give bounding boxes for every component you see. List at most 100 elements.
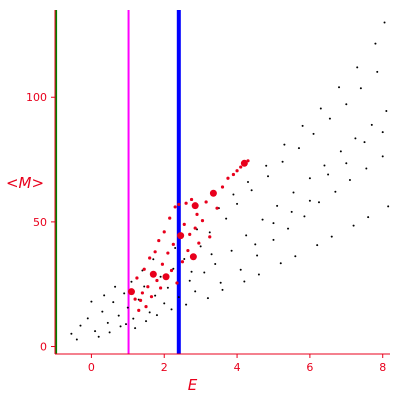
data-point [160, 262, 165, 266]
data-point [316, 244, 319, 247]
series-layer [70, 21, 390, 341]
data-point [303, 215, 306, 218]
data-point [149, 295, 154, 299]
data-point [97, 335, 100, 338]
data-point [327, 173, 330, 176]
data-point [189, 197, 194, 202]
data-point [345, 162, 348, 165]
data-point [185, 303, 188, 306]
data-point [180, 260, 185, 264]
data-point [86, 317, 89, 320]
data-point [130, 280, 133, 283]
data-point [162, 230, 166, 234]
data-point [239, 268, 242, 271]
data-point [283, 143, 286, 146]
data-point [352, 224, 355, 227]
data-point [338, 86, 341, 89]
x-axis-title: E [188, 376, 198, 394]
data-point [208, 231, 211, 234]
data-point [119, 325, 122, 328]
y-axis-ticks: 0 50 100 [26, 91, 55, 354]
data-point [70, 332, 73, 335]
data-point [354, 137, 357, 140]
data-point [182, 222, 186, 226]
data-point [194, 290, 197, 293]
data-point [126, 306, 129, 309]
data-point [94, 330, 97, 333]
data-point [239, 165, 243, 169]
data-point [204, 200, 208, 204]
data-point [112, 301, 115, 304]
data-point [272, 238, 275, 241]
data-point [153, 250, 157, 254]
data-point [103, 294, 106, 297]
data-point [159, 275, 162, 278]
data-point [319, 107, 322, 110]
data-point [166, 286, 169, 289]
data-point [127, 288, 135, 296]
data-point [290, 210, 293, 213]
x-tick-label: 6 [306, 361, 313, 374]
data-point [246, 181, 249, 183]
data-point [163, 302, 166, 305]
data-point [148, 256, 152, 260]
x-tick-label: 8 [379, 361, 386, 374]
x-axis-ticks: 0 2 4 6 8 [88, 354, 386, 374]
data-point [376, 70, 379, 73]
data-point [363, 141, 366, 144]
data-point [189, 253, 197, 261]
data-point [383, 21, 386, 24]
data-point [114, 285, 117, 288]
data-point [308, 199, 311, 202]
data-point [152, 258, 155, 261]
data-point [297, 147, 300, 150]
x-tick-label: 4 [234, 361, 241, 374]
data-point [188, 232, 192, 236]
data-point [195, 212, 199, 217]
data-point [245, 234, 248, 237]
y-tick-label: 0 [40, 341, 47, 354]
data-point [106, 321, 109, 324]
series-red-points [127, 159, 250, 312]
data-point [123, 292, 126, 295]
data-point [231, 172, 236, 177]
data-point [367, 216, 370, 219]
data-point [148, 311, 151, 314]
data-point [155, 278, 159, 283]
data-point [370, 123, 373, 126]
x-tick-label: 0 [88, 361, 95, 374]
data-point [190, 270, 193, 273]
series-black-points [70, 21, 390, 341]
data-point [257, 273, 260, 276]
data-point [210, 253, 213, 256]
data-point [175, 281, 179, 285]
data-point [265, 164, 268, 167]
data-point [243, 280, 246, 283]
data-point [287, 227, 290, 230]
data-point [174, 247, 177, 250]
data-point [225, 217, 228, 220]
data-point [240, 159, 248, 167]
data-point [232, 193, 235, 196]
data-point [90, 300, 93, 303]
data-point [171, 242, 175, 246]
axes: 0 2 4 6 8 0 50 100 E <M> [6, 10, 390, 394]
data-point [137, 308, 141, 312]
data-point [374, 42, 377, 45]
data-point [108, 331, 111, 334]
data-point [197, 241, 201, 245]
y-tick-label: 100 [26, 91, 47, 104]
data-point [157, 238, 161, 243]
data-point [345, 103, 348, 106]
data-point [215, 206, 219, 210]
data-point [162, 273, 170, 281]
data-point [183, 258, 186, 261]
data-point [155, 314, 158, 317]
data-point [348, 179, 351, 182]
data-point [184, 201, 188, 205]
data-point [177, 296, 180, 299]
data-point [312, 132, 315, 135]
data-point [214, 263, 217, 266]
data-point [117, 314, 120, 317]
